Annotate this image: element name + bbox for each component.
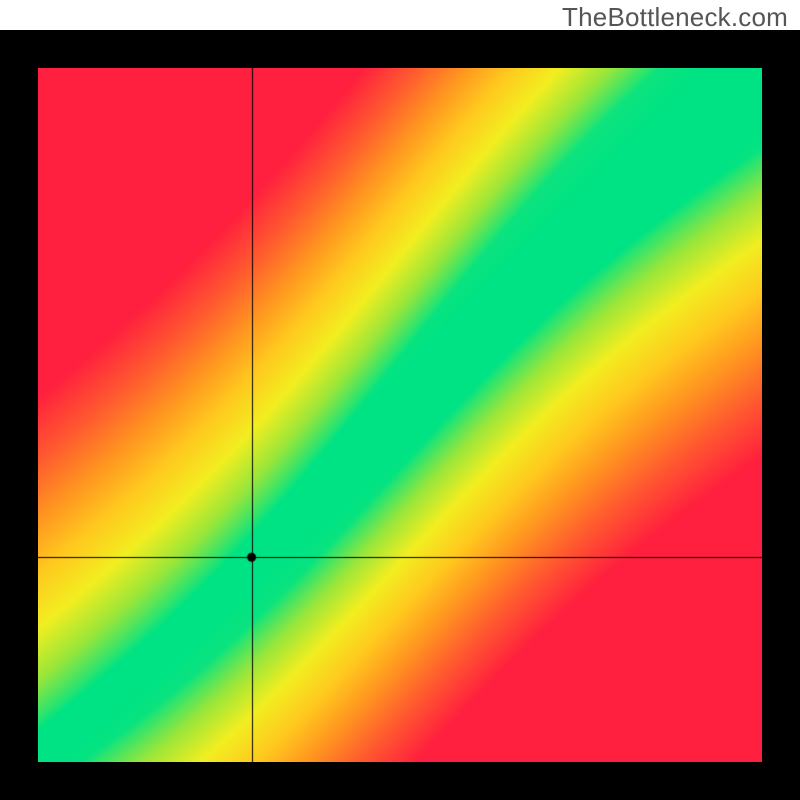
crosshair-overlay [38, 68, 762, 762]
heatmap-panel [38, 68, 762, 762]
watermark-text: TheBottleneck.com [562, 2, 788, 33]
root-container: TheBottleneck.com [0, 0, 800, 800]
